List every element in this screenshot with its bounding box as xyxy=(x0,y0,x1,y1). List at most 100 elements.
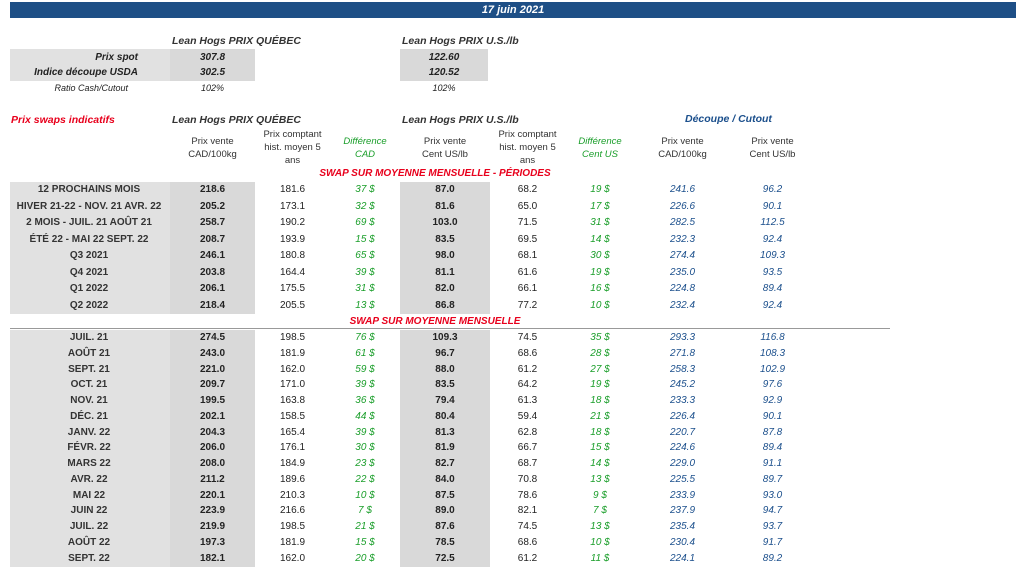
periods-qc-diff: 13 $ xyxy=(355,299,375,311)
spot-us-title: Lean Hogs PRIX U.S./lb xyxy=(402,35,519,47)
col-header-qc-price-line2: CAD/100kg xyxy=(188,149,237,160)
monthly-us-diff: 13 $ xyxy=(590,521,610,532)
periods-us-hist: 66.1 xyxy=(517,283,538,294)
col-header-us-hist: Prix comptant hist. moyen 5 ans xyxy=(490,128,565,167)
spot-quebec-title: Lean Hogs PRIX QUÉBEC xyxy=(172,35,301,47)
monthly-us-diff: 28 $ xyxy=(590,347,610,359)
monthly-row: OCT. 21 209.7 171.0 39 $ 83.5 64.2 19 $ 245.2 97… xyxy=(0,377,1024,393)
monthly-us-price: 79.4 xyxy=(435,395,455,406)
monthly-qc-hist: 165.4 xyxy=(279,426,306,438)
monthly-row: MAI 22 220.1 210.3 10 $ 87.5 78.6 9 $ 233.9 93.0 xyxy=(0,488,1024,504)
monthly-period-label: JUIL. 22 xyxy=(69,521,109,532)
col-header-cut-cad-line2: CAD/100kg xyxy=(658,149,707,160)
monthly-us-price: 78.5 xyxy=(435,536,455,548)
monthly-cutout-us: 89.4 xyxy=(762,442,783,454)
periods-cutout-cad: 282.5 xyxy=(669,217,696,228)
monthly-cutout-cad: 226.4 xyxy=(669,410,696,422)
periods-us-price: 87.0 xyxy=(435,184,455,195)
monthly-cutout-cad: 230.4 xyxy=(669,536,696,548)
monthly-us-price: 81.9 xyxy=(435,442,455,454)
monthly-us-bg xyxy=(400,330,490,567)
col-header-cut-us: Prix vente Cent US/lb xyxy=(725,135,820,161)
monthly-qc-hist: 216.6 xyxy=(279,505,306,517)
monthly-period-label: JANV. 22 xyxy=(67,426,111,438)
periods-period-label: Q1 2022 xyxy=(69,283,109,294)
monthly-qc-hist: 189.6 xyxy=(279,473,306,485)
periods-qc-diff: 69 $ xyxy=(355,217,375,228)
monthly-us-diff: 18 $ xyxy=(590,395,610,406)
periods-period-label: ÉTÉ 22 - MAI 22 SEPT. 22 xyxy=(29,233,149,245)
monthly-row: JUIL. 21 274.5 198.5 76 $ 109.3 74.5 35 $ 293.3… xyxy=(0,330,1024,346)
monthly-period-label: AVR. 22 xyxy=(70,473,108,485)
monthly-qc-price: 182.1 xyxy=(199,552,226,564)
periods-qc-diff: 39 $ xyxy=(355,266,375,278)
monthly-label-bg xyxy=(10,330,170,567)
monthly-period-label: SEPT. 22 xyxy=(68,552,110,564)
monthly-cutout-us: 91.1 xyxy=(762,458,783,469)
periods-cutout-us: 93.5 xyxy=(762,266,783,278)
monthly-period-label: MAI 22 xyxy=(72,489,106,501)
spot-label-ratio: Ratio Cash/Cutout xyxy=(54,83,128,93)
periods-us-diff: 30 $ xyxy=(590,250,610,261)
monthly-period-label: SEPT. 21 xyxy=(68,363,110,375)
spot-quebec-prix-spot: 307.8 xyxy=(199,52,226,63)
monthly-qc-price: 202.1 xyxy=(199,410,226,422)
monthly-qc-diff: 10 $ xyxy=(355,489,375,501)
periods-qc-price: 205.2 xyxy=(199,200,226,212)
periods-period-label: HIVER 21-22 - NOV. 21 AVR. 22 xyxy=(16,200,162,212)
periods-us-bg xyxy=(400,182,490,314)
monthly-qc-hist: 210.3 xyxy=(279,489,306,501)
monthly-us-diff: 13 $ xyxy=(590,473,610,485)
monthly-us-diff: 9 $ xyxy=(593,489,607,501)
periods-cutout-us: 112.5 xyxy=(760,217,785,228)
monthly-us-price: 109.3 xyxy=(432,332,458,343)
periods-qc-hist: 175.5 xyxy=(279,283,306,294)
monthly-row: DÉC. 21 202.1 158.5 44 $ 80.4 59.4 21 $ 226.4 90… xyxy=(0,409,1024,425)
monthly-us-price: 82.7 xyxy=(435,458,455,469)
spot-us-ratio: 102% xyxy=(432,83,456,93)
monthly-qc-price: 219.9 xyxy=(199,521,226,532)
monthly-qc-hist: 162.0 xyxy=(279,363,306,375)
section-periods-title: SWAP SUR MOYENNE MENSUELLE - PÉRIODES xyxy=(319,168,551,179)
monthly-us-hist: 61.3 xyxy=(517,395,538,406)
col-header-qc-hist: Prix comptant hist. moyen 5 ans xyxy=(255,128,330,167)
col-header-cut-us-line1: Prix vente xyxy=(751,136,794,147)
col-header-cut-us-line2: Cent US/lb xyxy=(749,149,796,160)
periods-qc-price: 208.7 xyxy=(199,233,226,245)
monthly-row: JUIN 22 223.9 216.6 7 $ 89.0 82.1 7 $ 237.9 94.7 xyxy=(0,503,1024,519)
col-header-us-diff-line2: Cent US xyxy=(582,149,618,160)
periods-qc-hist: 193.9 xyxy=(279,233,306,245)
periods-us-diff: 14 $ xyxy=(590,233,610,245)
periods-cutout-us: 96.2 xyxy=(762,184,783,195)
monthly-qc-hist: 163.8 xyxy=(279,395,306,406)
periods-qc-bg xyxy=(170,182,255,314)
monthly-cutout-cad: 245.2 xyxy=(669,379,696,391)
section-monthly-title: SWAP SUR MOYENNE MENSUELLE xyxy=(349,316,521,327)
spot-us-indice: 120.52 xyxy=(428,67,460,78)
col-header-us-hist-line3: ans xyxy=(519,155,536,166)
monthly-cutout-cad: 229.0 xyxy=(669,458,696,469)
periods-cutout-us: 89.4 xyxy=(762,283,783,294)
periods-us-diff: 17 $ xyxy=(590,200,610,212)
col-header-us-hist-line2: hist. moyen 5 xyxy=(499,142,556,153)
periods-us-price: 82.0 xyxy=(435,283,455,294)
monthly-qc-diff: 39 $ xyxy=(355,426,375,438)
col-header-qc-hist-line1: Prix comptant xyxy=(263,129,322,140)
col-header-us-price: Prix vente Cent US/lb xyxy=(400,135,490,161)
monthly-qc-diff: 76 $ xyxy=(355,332,375,343)
monthly-qc-diff: 22 $ xyxy=(355,473,375,485)
monthly-us-diff: 11 $ xyxy=(590,552,610,564)
periods-qc-hist: 205.5 xyxy=(279,299,306,311)
monthly-period-label: AOÛT 21 xyxy=(67,347,111,359)
monthly-us-diff: 19 $ xyxy=(590,379,610,391)
periods-us-diff: 19 $ xyxy=(590,184,610,195)
monthly-us-hist: 62.8 xyxy=(517,426,538,438)
monthly-us-hist: 66.7 xyxy=(517,442,538,454)
monthly-us-diff: 15 $ xyxy=(590,442,610,454)
monthly-us-diff: 14 $ xyxy=(590,458,610,469)
periods-period-label: 2 MOIS - JUIL. 21 AOÛT 21 xyxy=(26,217,152,228)
periods-us-diff: 16 $ xyxy=(590,283,610,294)
col-header-us-diff: Différence Cent US xyxy=(565,135,635,161)
monthly-us-hist: 70.8 xyxy=(517,473,538,485)
spot-us-prix-spot: 122.60 xyxy=(428,52,460,63)
